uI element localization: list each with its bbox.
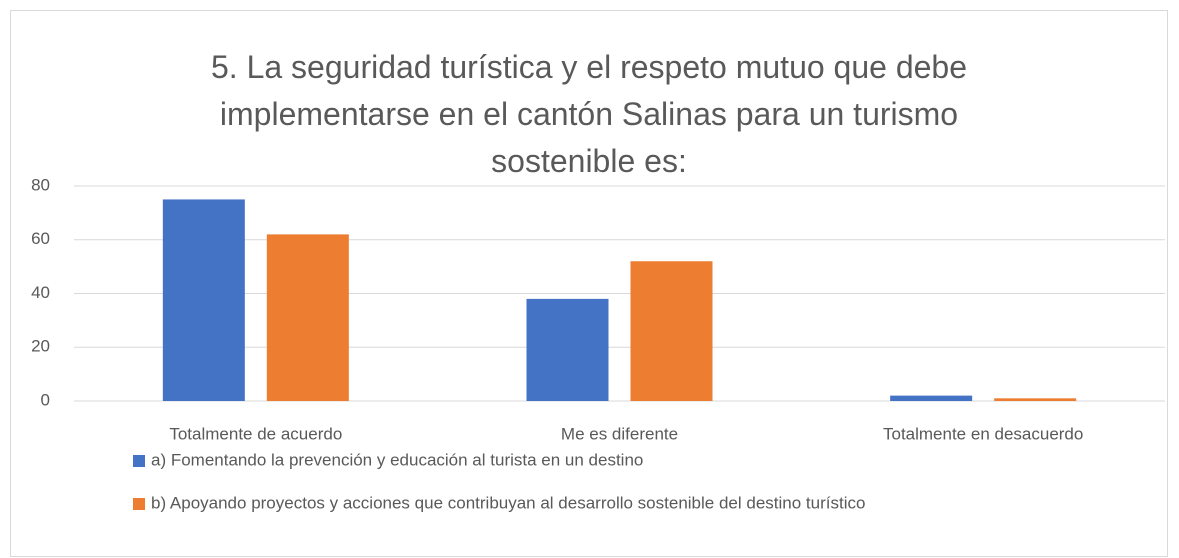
bar: [994, 398, 1077, 401]
legend-label: a) Fomentando la prevención y educación …: [151, 450, 643, 469]
bar: [526, 298, 609, 401]
legend-swatch: [133, 498, 145, 510]
x-tick-label: Me es diferente: [561, 424, 678, 443]
legend-swatch: [133, 455, 145, 467]
bar: [266, 234, 349, 401]
x-tick-label: Totalmente en desacuerdo: [883, 424, 1083, 443]
y-tick-label: 80: [31, 175, 50, 194]
bar: [890, 395, 973, 401]
bar: [162, 199, 245, 401]
chart-title: 5. La seguridad turística y el respeto m…: [210, 49, 968, 179]
bar: [630, 261, 713, 401]
legend-label: b) Apoyando proyectos y acciones que con…: [151, 493, 865, 512]
y-tick-label: 20: [31, 337, 50, 356]
x-tick-label: Totalmente de acuerdo: [169, 424, 342, 443]
y-tick-label: 0: [41, 390, 50, 409]
y-tick-label: 40: [31, 283, 50, 302]
chart-border: [10, 10, 1168, 557]
y-tick-label: 60: [31, 229, 50, 248]
